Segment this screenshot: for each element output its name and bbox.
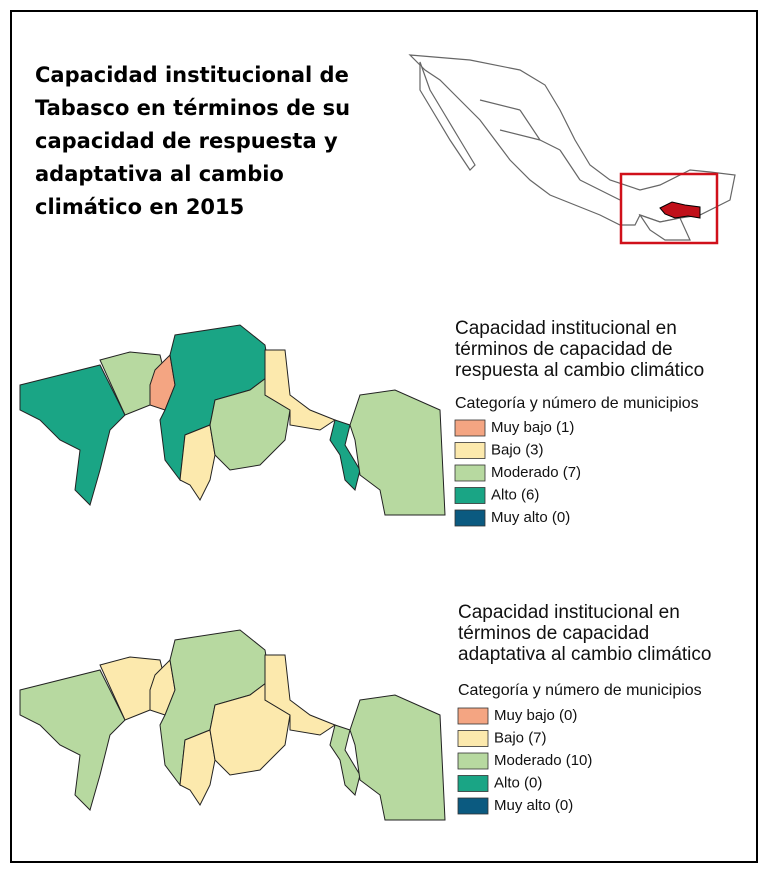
legend-swatch [454, 487, 486, 504]
legend-swatch [457, 707, 489, 725]
legend-swatch [454, 464, 486, 482]
legend-swatch [454, 442, 486, 459]
municipality [179, 729, 216, 806]
municipality [19, 669, 126, 811]
legend-swatch [457, 797, 489, 815]
legend-label: Muy bajo (0) [494, 707, 577, 724]
municipality [209, 678, 291, 776]
municipality [264, 654, 337, 736]
title-line: Tabasco en términos de su [35, 96, 350, 120]
legend-subtitle: Categoría y número de municipios [458, 682, 702, 699]
legend-title: adaptativa al cambio climático [458, 644, 711, 665]
legend-swatch [457, 730, 489, 747]
municipality [349, 389, 446, 516]
title-line: Capacidad institucional de [35, 63, 349, 87]
title: Capacidad institucional de Tabasco en tér… [35, 63, 350, 219]
highlight-box [619, 172, 719, 245]
legend-title: Capacidad institucional en [455, 318, 677, 339]
legend-swatch [454, 509, 486, 527]
legend-label: Alto (6) [491, 486, 539, 503]
municipality [209, 373, 291, 471]
title-line: adaptativa al cambio [35, 162, 284, 186]
legend-title: Capacidad institucional en [458, 602, 680, 623]
legend-title: términos de capacidad de [455, 339, 673, 360]
municipality [329, 724, 361, 796]
municipality [264, 349, 337, 431]
legend-subtitle: Categoría y número de municipios [455, 395, 699, 412]
legend-title: términos de capacidad [458, 623, 649, 644]
municipality [329, 419, 361, 491]
municipality [179, 424, 216, 501]
mexico-map [408, 54, 736, 241]
legend-label: Moderado (7) [491, 464, 581, 481]
legend-swatch [457, 775, 489, 792]
legend-label: Bajo (3) [491, 441, 544, 458]
tabasco-highlight [659, 201, 701, 219]
map-adaptativa [19, 629, 446, 821]
title-line: capacidad de respuesta y [35, 129, 338, 153]
legend-label: Alto (0) [494, 774, 542, 791]
legend-swatch [454, 419, 486, 437]
legend-swatch [457, 752, 489, 770]
legend-label: Muy bajo (1) [491, 419, 574, 436]
municipality [19, 364, 126, 506]
legend-title: respuesta al cambio climático [455, 360, 704, 381]
legend-label: Muy alto (0) [491, 509, 570, 526]
legend-label: Moderado (10) [494, 752, 592, 769]
legend-label: Muy alto (0) [494, 797, 573, 814]
frame [10, 10, 758, 863]
map-respuesta [19, 324, 446, 516]
municipality [349, 694, 446, 821]
title-line: climático en 2015 [35, 195, 244, 219]
legend-label: Bajo (7) [494, 729, 547, 746]
